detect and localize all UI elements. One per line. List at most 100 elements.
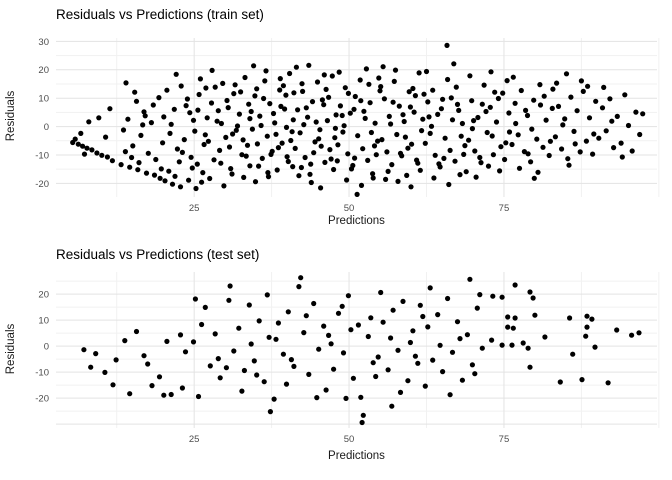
data-point — [220, 80, 226, 86]
data-point — [290, 164, 296, 170]
data-point — [173, 71, 179, 77]
data-point — [129, 154, 135, 161]
data-point — [633, 109, 639, 115]
data-point — [207, 175, 213, 182]
data-point — [354, 191, 360, 197]
data-point — [259, 155, 265, 161]
data-point — [504, 78, 510, 84]
data-point — [589, 316, 595, 322]
data-point — [554, 80, 560, 86]
y-tick-label: 0 — [44, 342, 49, 353]
data-point — [400, 298, 406, 304]
data-point — [601, 84, 607, 90]
data-point — [312, 139, 318, 145]
data-point — [404, 172, 410, 178]
data-point — [378, 84, 384, 90]
data-point — [251, 63, 257, 69]
data-point — [457, 172, 463, 178]
data-point — [212, 84, 218, 90]
data-point — [454, 101, 461, 107]
data-point — [563, 71, 570, 77]
data-point — [179, 385, 185, 391]
data-point — [110, 382, 116, 388]
data-point — [229, 171, 235, 177]
data-point — [328, 156, 334, 162]
data-point — [379, 137, 385, 143]
data-point — [485, 163, 492, 169]
data-point — [231, 348, 237, 354]
data-point — [217, 375, 223, 381]
data-point — [70, 139, 76, 146]
data-point — [138, 132, 144, 138]
y-tick-label: 10 — [38, 94, 49, 105]
data-point — [264, 133, 270, 139]
data-point — [178, 83, 184, 89]
data-point — [380, 319, 386, 325]
data-point — [251, 358, 257, 364]
data-point — [209, 67, 215, 73]
data-point — [318, 143, 324, 149]
data-point — [359, 419, 365, 426]
data-point — [527, 364, 533, 370]
data-point — [457, 336, 463, 342]
data-point — [629, 148, 635, 154]
data-point — [104, 154, 110, 160]
data-point — [375, 138, 381, 144]
data-point — [417, 167, 423, 173]
data-point — [473, 174, 479, 180]
data-point — [344, 177, 350, 183]
data-point — [215, 108, 221, 114]
data-point — [636, 330, 642, 336]
data-point — [352, 93, 358, 100]
data-point — [625, 122, 632, 129]
train-x-axis-title: Predictions — [328, 215, 385, 227]
data-point — [528, 159, 534, 165]
data-point — [226, 144, 233, 150]
data-point — [431, 175, 437, 181]
data-point — [192, 128, 198, 134]
data-point — [422, 140, 428, 146]
data-point — [321, 323, 327, 329]
data-point — [348, 166, 355, 172]
data-point — [401, 118, 407, 125]
data-point — [479, 345, 485, 351]
data-point — [236, 111, 242, 117]
data-point — [316, 136, 322, 142]
data-point — [378, 289, 384, 296]
data-point — [427, 285, 433, 291]
data-point — [311, 150, 317, 156]
data-point — [264, 292, 270, 298]
data-point — [266, 334, 272, 340]
data-point — [252, 93, 258, 99]
data-point — [339, 303, 345, 309]
data-point — [96, 115, 102, 121]
data-point — [306, 62, 312, 68]
data-point — [493, 119, 500, 125]
data-point — [227, 283, 233, 289]
data-point — [197, 76, 203, 82]
data-point — [444, 42, 450, 49]
data-point — [143, 170, 150, 176]
data-point — [350, 375, 356, 381]
data-point — [160, 140, 166, 146]
data-point — [361, 108, 367, 114]
data-point — [449, 349, 456, 355]
data-point — [629, 332, 635, 338]
data-point — [512, 282, 518, 288]
data-point — [487, 104, 493, 110]
data-point — [394, 131, 400, 138]
data-point — [471, 118, 477, 124]
y-tick-label: 30 — [38, 37, 49, 48]
data-point — [132, 89, 138, 95]
data-point — [469, 98, 475, 104]
data-point — [390, 307, 396, 313]
data-point — [351, 106, 357, 112]
data-point — [291, 363, 297, 369]
data-point — [157, 175, 163, 181]
data-point — [190, 117, 197, 123]
data-point — [168, 391, 174, 398]
data-point — [579, 377, 585, 383]
data-point — [420, 116, 426, 122]
data-point — [284, 154, 290, 160]
data-point — [427, 130, 433, 136]
